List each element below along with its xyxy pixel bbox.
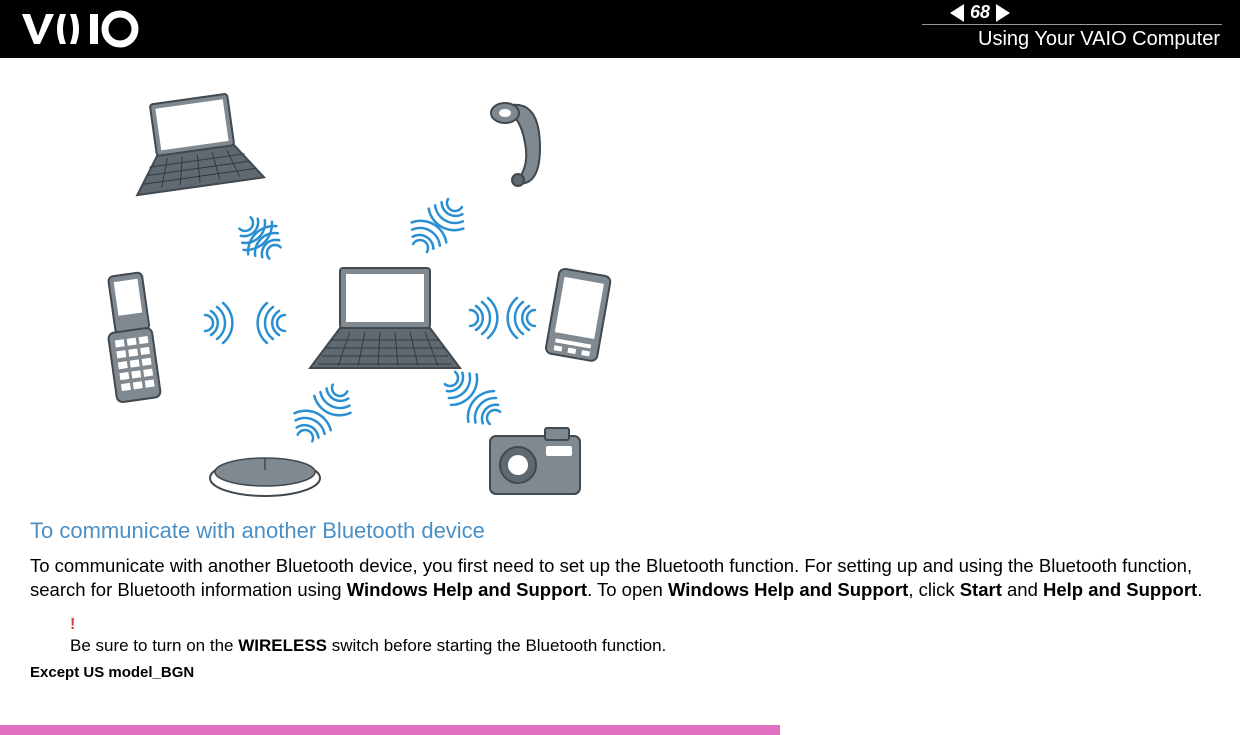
bold-run: Start bbox=[960, 579, 1002, 600]
headset-icon bbox=[491, 103, 540, 186]
footer-label: Except US model_BGN bbox=[30, 664, 1210, 681]
prev-page-arrow-icon[interactable] bbox=[950, 4, 964, 22]
text-run: and bbox=[1002, 579, 1043, 600]
magenta-bar bbox=[0, 725, 780, 735]
note-text: Be sure to turn on the WIRELESS switch b… bbox=[70, 636, 666, 655]
bold-run: Windows Help and Support bbox=[668, 579, 908, 600]
laptop-center-icon bbox=[310, 268, 460, 368]
vaio-logo bbox=[20, 10, 140, 57]
body-paragraph: To communicate with another Bluetooth de… bbox=[30, 554, 1210, 602]
page-content: To communicate with another Bluetooth de… bbox=[0, 58, 1240, 681]
section-title: Using Your VAIO Computer bbox=[978, 28, 1220, 51]
bold-run: Help and Support bbox=[1043, 579, 1197, 600]
page-number: 68 bbox=[970, 2, 990, 23]
mouse-icon bbox=[210, 458, 320, 496]
page-header: 68 Using Your VAIO Computer bbox=[0, 0, 1240, 58]
text-run: . To open bbox=[587, 579, 668, 600]
text-run: . bbox=[1197, 579, 1202, 600]
flip-phone-icon bbox=[100, 272, 161, 403]
section-heading: To communicate with another Bluetooth de… bbox=[30, 518, 1210, 544]
laptop-topleft-icon bbox=[125, 90, 264, 195]
bluetooth-diagram bbox=[90, 88, 650, 508]
bold-run: Windows Help and Support bbox=[347, 579, 587, 600]
camera-icon bbox=[490, 428, 580, 494]
note-block: ! Be sure to turn on the WIRELESS switch… bbox=[70, 616, 1210, 656]
note-exclamation-icon: ! bbox=[70, 616, 1210, 634]
pda-icon bbox=[545, 268, 611, 362]
bold-run: WIRELESS bbox=[238, 636, 327, 655]
text-run: , click bbox=[908, 579, 959, 600]
nav-arrows: 68 bbox=[950, 2, 1010, 23]
header-rule bbox=[922, 24, 1222, 25]
next-page-arrow-icon[interactable] bbox=[996, 4, 1010, 22]
text-run: switch before starting the Bluetooth fun… bbox=[327, 636, 666, 655]
text-run: Be sure to turn on the bbox=[70, 636, 238, 655]
